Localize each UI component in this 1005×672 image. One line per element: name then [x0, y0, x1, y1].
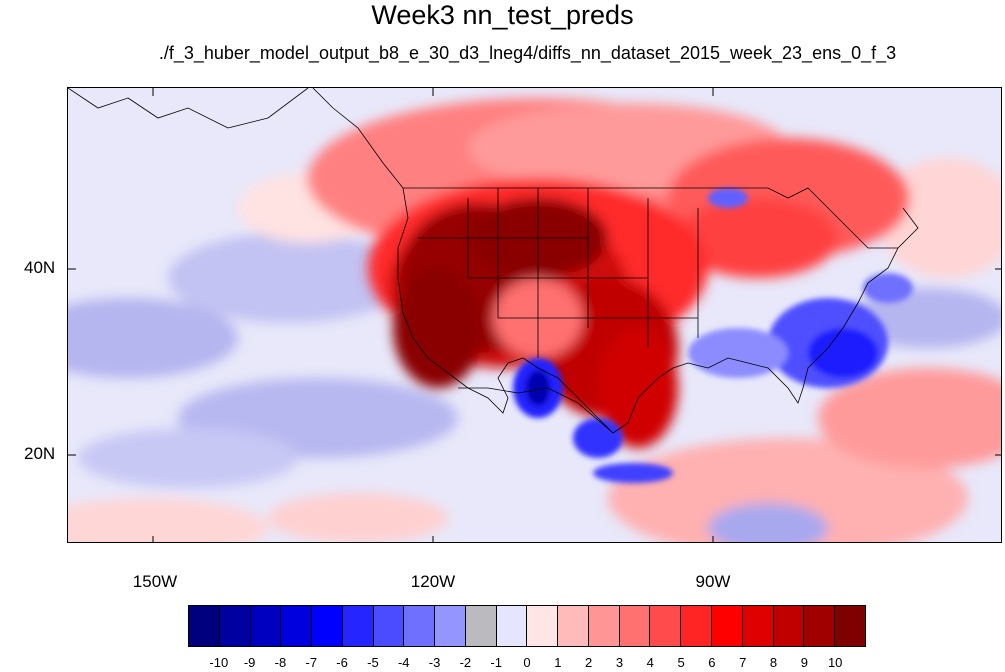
colorbar-label: -10 — [209, 655, 229, 670]
colorbar-cell — [619, 606, 651, 646]
colorbar-label: 6 — [708, 655, 716, 670]
lon-label-120w: 120W — [410, 572, 456, 591]
colorbar-label: 5 — [677, 655, 685, 670]
colorbar-label: 10 — [827, 655, 843, 670]
coastlines — [68, 88, 919, 434]
colorbar-cell — [650, 606, 682, 646]
warm-anomalies — [308, 98, 908, 448]
colorbar-label: -9 — [243, 655, 256, 670]
plot-subtitle: ./f_3_huber_model_output_b8_e_30_d3_lneg… — [158, 43, 897, 63]
colorbar-label: 3 — [615, 655, 624, 670]
colorbar-cell — [558, 606, 589, 646]
colorbar-cell — [742, 606, 774, 646]
colorbar-cell — [281, 606, 313, 646]
colorbar-label: -2 — [459, 655, 472, 670]
anomaly-map — [67, 87, 1002, 543]
colorbar-cell — [712, 606, 743, 646]
colorbar-label: 0 — [523, 655, 531, 670]
anomaly-field — [68, 88, 1001, 542]
colorbar-label: 2 — [585, 655, 593, 670]
colorbar-label: -8 — [274, 655, 287, 670]
colorbar-cell — [465, 606, 497, 646]
colorbar-label: 7 — [739, 655, 747, 670]
colorbar-cell — [496, 606, 528, 646]
lat-label-40n: 40N — [24, 258, 56, 277]
colorbar-cell — [250, 606, 282, 646]
colorbar-cell — [588, 606, 620, 646]
colorbar-cell — [312, 606, 343, 646]
colorbar-cell — [404, 606, 436, 646]
colorbar-label: -4 — [397, 655, 410, 670]
colorbar-cell — [835, 606, 865, 646]
colorbar-label: 9 — [800, 655, 808, 670]
colorbar-cell — [773, 606, 805, 646]
colorbar-cell — [435, 606, 466, 646]
colorbar — [188, 605, 866, 647]
colorbar-cell — [189, 606, 220, 646]
colorbar-label: -1 — [490, 655, 502, 670]
colorbar-label: 4 — [646, 655, 654, 670]
colorbar-label: -7 — [305, 655, 318, 670]
colorbar-cell — [681, 606, 713, 646]
colorbar-cell — [342, 606, 374, 646]
lon-label-90w: 90W — [695, 572, 731, 591]
lon-label-150w: 150W — [132, 572, 178, 591]
colorbar-label: -3 — [428, 655, 441, 670]
inner-ticks — [68, 88, 1001, 542]
colorbar-label: 8 — [769, 655, 778, 670]
colorbar-cell — [804, 606, 836, 646]
colorbar-label: -6 — [336, 655, 348, 670]
colorbar-cell — [373, 606, 405, 646]
lat-label-20n: 20N — [24, 444, 56, 463]
colorbar-cell — [219, 606, 251, 646]
colorbar-label: -5 — [367, 655, 379, 670]
colorbar-cell — [527, 606, 559, 646]
colorbar-label: 1 — [554, 655, 562, 670]
plot-title: Week3 nn_test_preds — [371, 0, 634, 30]
